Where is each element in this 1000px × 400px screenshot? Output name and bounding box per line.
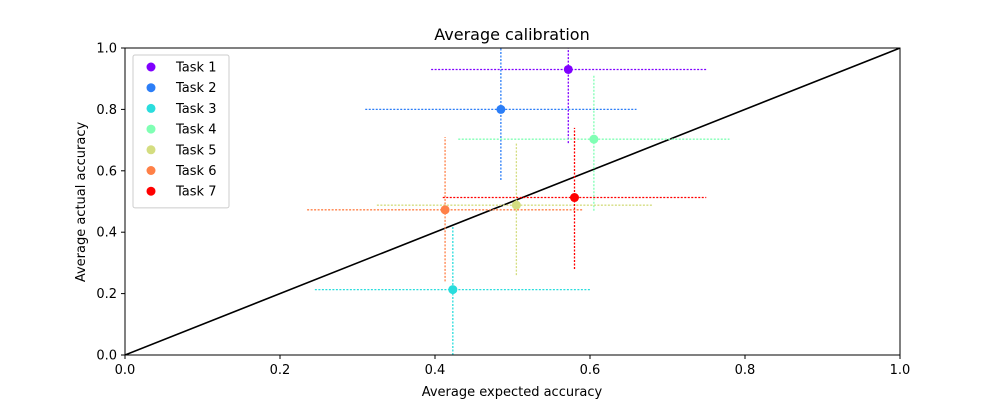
y-tick-label: 0.2 [96, 287, 117, 302]
plot-area [125, 48, 900, 355]
x-tick-label: 0.4 [425, 363, 446, 378]
x-tick-label: 0.0 [115, 363, 136, 378]
y-tick-label: 0.6 [96, 164, 117, 179]
data-point [440, 205, 450, 215]
legend-marker [146, 103, 156, 113]
y-tick-label: 1.0 [96, 42, 117, 57]
legend-box [132, 54, 230, 209]
legend-label: Task 6 [175, 164, 216, 179]
series-task-5 [376, 143, 652, 276]
x-tick-label: 0.6 [580, 363, 601, 378]
x-axis-label: Average expected accuracy [422, 385, 603, 400]
y-axis-label: Average actual accuracy [74, 122, 89, 283]
legend-label: Task 1 [175, 61, 216, 76]
x-tick-label: 0.8 [735, 363, 756, 378]
series-task-3 [314, 226, 590, 355]
data-point [570, 193, 579, 203]
legend-marker [146, 62, 156, 72]
data-point [448, 285, 458, 295]
legend: Task 1 Task 2 Task 3 Task 4 Task 5 Task 6 Task… [132, 54, 230, 209]
data-point [563, 64, 573, 74]
data-point [496, 104, 506, 114]
legend-label: Task 4 [175, 123, 216, 138]
reference-diagonal-line [125, 48, 900, 355]
series-task-7 [442, 127, 707, 270]
series-task-4 [458, 75, 730, 211]
x-tick-label: 0.2 [270, 363, 291, 378]
legend-marker [146, 186, 156, 196]
legend-label: Task 3 [175, 102, 216, 117]
legend-marker [146, 145, 156, 155]
x-tick-label: 1.0 [890, 363, 911, 378]
legend-marker [146, 166, 156, 175]
y-tick-label: 0.8 [96, 103, 117, 118]
series-task-6 [307, 137, 583, 282]
legend-label: Task 2 [175, 81, 216, 96]
series-task-2 [365, 48, 637, 181]
legend-label: Task 5 [175, 143, 216, 158]
chart-title: Average calibration [434, 25, 589, 44]
legend-marker [146, 83, 156, 93]
legend-marker [146, 124, 156, 134]
y-tick-label: 0.0 [96, 349, 117, 364]
series-task-1 [431, 48, 707, 144]
axes-frame [124, 47, 901, 356]
legend-label: Task 7 [175, 185, 216, 200]
data-point [511, 200, 521, 210]
data-point [589, 134, 599, 144]
y-tick-label: 0.4 [96, 226, 117, 241]
axes: 0.0 0.2 0.4 0.6 0.8 1.0 0.0 0.2 0.4 0.6 0.8 1.0 [96, 42, 910, 379]
